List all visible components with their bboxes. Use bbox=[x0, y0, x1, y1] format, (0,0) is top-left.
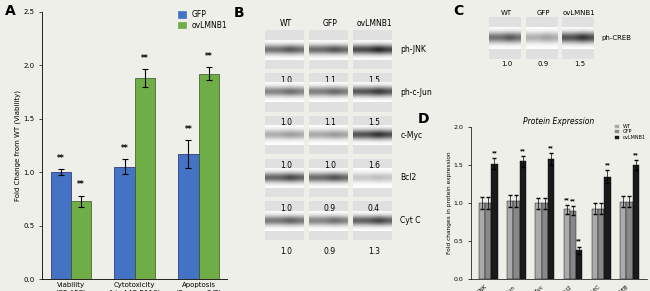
Text: 0.9: 0.9 bbox=[324, 204, 336, 213]
Text: **: ** bbox=[604, 162, 610, 167]
Bar bbox=[309, 116, 348, 155]
Text: 1.0: 1.0 bbox=[501, 61, 512, 67]
Bar bbox=[592, 209, 598, 279]
Bar bbox=[309, 73, 348, 112]
Bar bbox=[526, 17, 558, 59]
Text: Cyt C: Cyt C bbox=[400, 216, 421, 225]
Bar bbox=[576, 251, 582, 279]
Text: ovLMNB1: ovLMNB1 bbox=[356, 19, 392, 28]
Bar bbox=[562, 17, 594, 59]
Bar bbox=[265, 30, 304, 69]
Text: 1.6: 1.6 bbox=[368, 161, 380, 170]
Bar bbox=[604, 177, 610, 279]
Text: 1.1: 1.1 bbox=[324, 118, 336, 127]
Text: 0.9: 0.9 bbox=[324, 246, 336, 255]
Bar bbox=[51, 172, 71, 279]
Bar bbox=[353, 73, 391, 112]
Bar bbox=[541, 203, 548, 279]
Bar bbox=[620, 202, 627, 279]
Text: c-Myc: c-Myc bbox=[400, 131, 422, 140]
Text: ovLMNB1: ovLMNB1 bbox=[563, 10, 595, 16]
Text: 0.4: 0.4 bbox=[368, 204, 380, 213]
Title: Protein Expression: Protein Expression bbox=[523, 117, 595, 126]
Bar bbox=[507, 201, 514, 279]
Text: 1.5: 1.5 bbox=[368, 118, 380, 127]
Text: **: ** bbox=[491, 150, 497, 155]
Text: 1.0: 1.0 bbox=[280, 204, 292, 213]
Text: **: ** bbox=[548, 145, 554, 150]
Text: Bcl2: Bcl2 bbox=[400, 173, 417, 182]
Text: **: ** bbox=[57, 154, 65, 163]
Text: **: ** bbox=[577, 239, 582, 244]
Bar bbox=[265, 201, 304, 240]
Bar bbox=[519, 161, 526, 279]
Text: GFP: GFP bbox=[322, 19, 337, 28]
Bar bbox=[564, 209, 570, 279]
Text: ph-CREB: ph-CREB bbox=[601, 35, 631, 41]
Text: **: ** bbox=[205, 52, 213, 61]
Text: 0.9: 0.9 bbox=[538, 61, 549, 67]
Bar bbox=[485, 203, 491, 279]
Text: **: ** bbox=[77, 180, 85, 189]
Bar bbox=[353, 201, 391, 240]
Text: C: C bbox=[453, 4, 463, 18]
Text: **: ** bbox=[570, 198, 576, 203]
Bar bbox=[178, 154, 198, 279]
Text: 1.0: 1.0 bbox=[324, 161, 336, 170]
Bar bbox=[632, 165, 639, 279]
Text: 1.5: 1.5 bbox=[574, 61, 585, 67]
Text: 1.0: 1.0 bbox=[280, 76, 292, 85]
Bar bbox=[353, 116, 391, 155]
Legend: GFP, ovLMNB1: GFP, ovLMNB1 bbox=[178, 10, 228, 30]
Text: ph-c-Jun: ph-c-Jun bbox=[400, 88, 432, 97]
Bar bbox=[598, 209, 604, 279]
Y-axis label: Fold Change from WT (Viability): Fold Change from WT (Viability) bbox=[14, 90, 21, 201]
Text: GFP: GFP bbox=[536, 10, 550, 16]
Bar bbox=[309, 201, 348, 240]
Text: 1.3: 1.3 bbox=[368, 246, 380, 255]
Bar bbox=[265, 159, 304, 197]
Bar bbox=[135, 78, 155, 279]
Text: A: A bbox=[5, 3, 16, 18]
Bar bbox=[309, 159, 348, 197]
Bar bbox=[265, 116, 304, 155]
Text: 1.0: 1.0 bbox=[280, 161, 292, 170]
Bar bbox=[548, 159, 554, 279]
Text: 1.0: 1.0 bbox=[280, 246, 292, 255]
Bar bbox=[198, 74, 219, 279]
Text: **: ** bbox=[185, 125, 192, 134]
Bar bbox=[627, 202, 632, 279]
Text: B: B bbox=[234, 6, 245, 20]
Text: ph-JNK: ph-JNK bbox=[400, 45, 426, 54]
Bar bbox=[479, 203, 485, 279]
Y-axis label: Fold changes in protein expression: Fold changes in protein expression bbox=[447, 152, 452, 254]
Text: **: ** bbox=[564, 197, 569, 202]
Bar bbox=[514, 201, 519, 279]
Text: 1.5: 1.5 bbox=[368, 76, 380, 85]
Text: D: D bbox=[418, 112, 430, 126]
Bar bbox=[353, 159, 391, 197]
Text: 1.1: 1.1 bbox=[324, 76, 336, 85]
Bar bbox=[489, 17, 521, 59]
Text: **: ** bbox=[632, 152, 638, 157]
Text: **: ** bbox=[141, 54, 149, 63]
Text: **: ** bbox=[121, 144, 129, 153]
Text: 1.0: 1.0 bbox=[280, 118, 292, 127]
Bar bbox=[71, 201, 92, 279]
Text: WT: WT bbox=[280, 19, 292, 28]
Bar bbox=[536, 203, 541, 279]
Bar bbox=[265, 73, 304, 112]
Bar bbox=[309, 30, 348, 69]
Legend: WT, GFP, ovLMNB1: WT, GFP, ovLMNB1 bbox=[614, 122, 648, 142]
Bar bbox=[114, 167, 135, 279]
Bar bbox=[570, 211, 576, 279]
Bar bbox=[353, 30, 391, 69]
Text: **: ** bbox=[520, 148, 526, 153]
Bar bbox=[491, 164, 497, 279]
Text: WT: WT bbox=[501, 10, 512, 16]
